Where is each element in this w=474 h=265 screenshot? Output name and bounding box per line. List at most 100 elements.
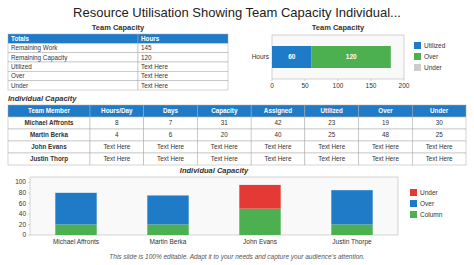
bar: [55, 192, 96, 193]
legend-swatch: [414, 42, 421, 49]
table-cell: [197, 129, 251, 141]
table-header-text: Team Member: [28, 107, 70, 114]
table: Team CapacityTotalsHoursRemaining Work14…: [8, 23, 228, 90]
table-cell-text: 120: [141, 54, 152, 61]
x-tick-label: 150: [366, 82, 377, 89]
table-cell: [8, 71, 138, 80]
table-cell-text: Martin Berka: [30, 131, 69, 138]
table-header-text: Days: [163, 107, 179, 115]
bars: [55, 185, 372, 235]
table-cell-text: Under: [11, 82, 28, 89]
legend-label: Utilized: [424, 42, 446, 49]
bar: [239, 185, 280, 209]
table-cell-text: Text Here: [265, 143, 292, 150]
legend: UnderOverColumn: [410, 189, 443, 218]
table-header-cell: [197, 105, 251, 117]
x-tick-label: John Evans: [243, 238, 278, 245]
x-tick-label: Michael Affronts: [53, 238, 100, 245]
table-cell-text: Remaining Capacity: [11, 54, 68, 62]
table-cell-text: Remaining Work: [11, 44, 58, 52]
table-cell-text: 40: [274, 131, 282, 138]
table-cell-text: Text Here: [426, 143, 453, 150]
bar: [272, 46, 312, 68]
table-cell-text: Text Here: [318, 143, 345, 150]
table-cell: [8, 43, 138, 52]
table-cell: [8, 153, 90, 165]
table-cell-text: Text Here: [103, 155, 130, 162]
table-cell-text: Text Here: [372, 155, 399, 162]
table-cell-text: Michael Affronts: [24, 119, 74, 126]
chart-title: Team Capacity: [312, 23, 365, 32]
y-tick-label: 80: [19, 189, 27, 196]
legend-swatch: [410, 200, 417, 207]
bar: [147, 224, 188, 235]
table-header-cell: [8, 105, 90, 117]
table-header-text: Under: [430, 107, 449, 114]
table-cell-text: Text Here: [318, 155, 345, 162]
y-tick: [28, 235, 30, 236]
table-cell: [90, 129, 144, 141]
table-cell: [8, 129, 90, 141]
y-tick-label: 0: [22, 231, 26, 238]
y-tick: [28, 213, 30, 214]
bar: [55, 224, 96, 235]
table-cell: [251, 141, 305, 153]
y-tick: [28, 203, 30, 204]
table-cell: [197, 153, 251, 165]
table-cell-text: Text Here: [265, 155, 292, 162]
chart-title: Individual Capacity: [180, 166, 249, 175]
table-title: Team Capacity: [92, 23, 145, 32]
data-label: 120: [346, 53, 357, 60]
table-cell-text: Text Here: [141, 82, 168, 89]
table-header-cell: [412, 105, 466, 117]
table-cell: [305, 141, 359, 153]
y-tick-label: Hours: [252, 53, 270, 60]
legend-swatch: [414, 53, 421, 60]
x-tick-label: 50: [301, 82, 309, 89]
data-label: 60: [288, 53, 296, 60]
table-cell: [8, 62, 138, 71]
table-header-text: Hours: [141, 35, 160, 42]
x-tick-label: Martin Berka: [150, 238, 187, 245]
table-cell-text: Utilized: [11, 63, 32, 70]
x-tick: [371, 79, 372, 81]
table-cell: [359, 117, 413, 129]
title: Resource Utilisation Showing Team Capaci…: [73, 5, 401, 20]
x-tick: [404, 79, 405, 81]
plot-frame: [30, 177, 398, 235]
table-cell-text: Text Here: [157, 143, 184, 150]
table-cell-text: 25: [328, 131, 336, 138]
x-tick-label: Justin Thorpe: [332, 238, 372, 246]
table-cell-text: 42: [274, 119, 282, 126]
footer: This slide is 100% editable. Adapt it to…: [109, 253, 365, 261]
table-cell-text: 23: [328, 119, 336, 126]
y-tick-label: 60: [19, 200, 27, 207]
table-cell: [144, 117, 198, 129]
table-header-text: Hours/Day: [101, 107, 133, 115]
y-tick: [28, 192, 30, 193]
table-header-cell: [251, 105, 305, 117]
table-cell: [138, 81, 228, 90]
table-cell-text: 48: [382, 131, 390, 138]
bar: [55, 193, 96, 225]
table-cell: [90, 141, 144, 153]
legend-label: Under: [420, 189, 439, 196]
table-cell: [138, 43, 228, 52]
table-cell: [8, 141, 90, 153]
table-header-text: Utilized: [321, 107, 344, 114]
y-tick-label: 20: [19, 221, 27, 228]
table-cell: [144, 129, 198, 141]
table-cell-text: 25: [436, 131, 444, 138]
table-cell: [251, 117, 305, 129]
x-tick: [338, 79, 339, 81]
table-header-text: Totals: [11, 35, 30, 42]
table-header-cell: [359, 105, 413, 117]
table-cell: [90, 117, 144, 129]
table-cell: [412, 129, 466, 141]
table-cell: [8, 117, 90, 129]
x-tick: [272, 79, 273, 81]
table-header-cell: [8, 34, 138, 43]
bar: [331, 190, 372, 191]
legend-label: Column: [420, 211, 443, 218]
table-cell: [138, 71, 228, 80]
